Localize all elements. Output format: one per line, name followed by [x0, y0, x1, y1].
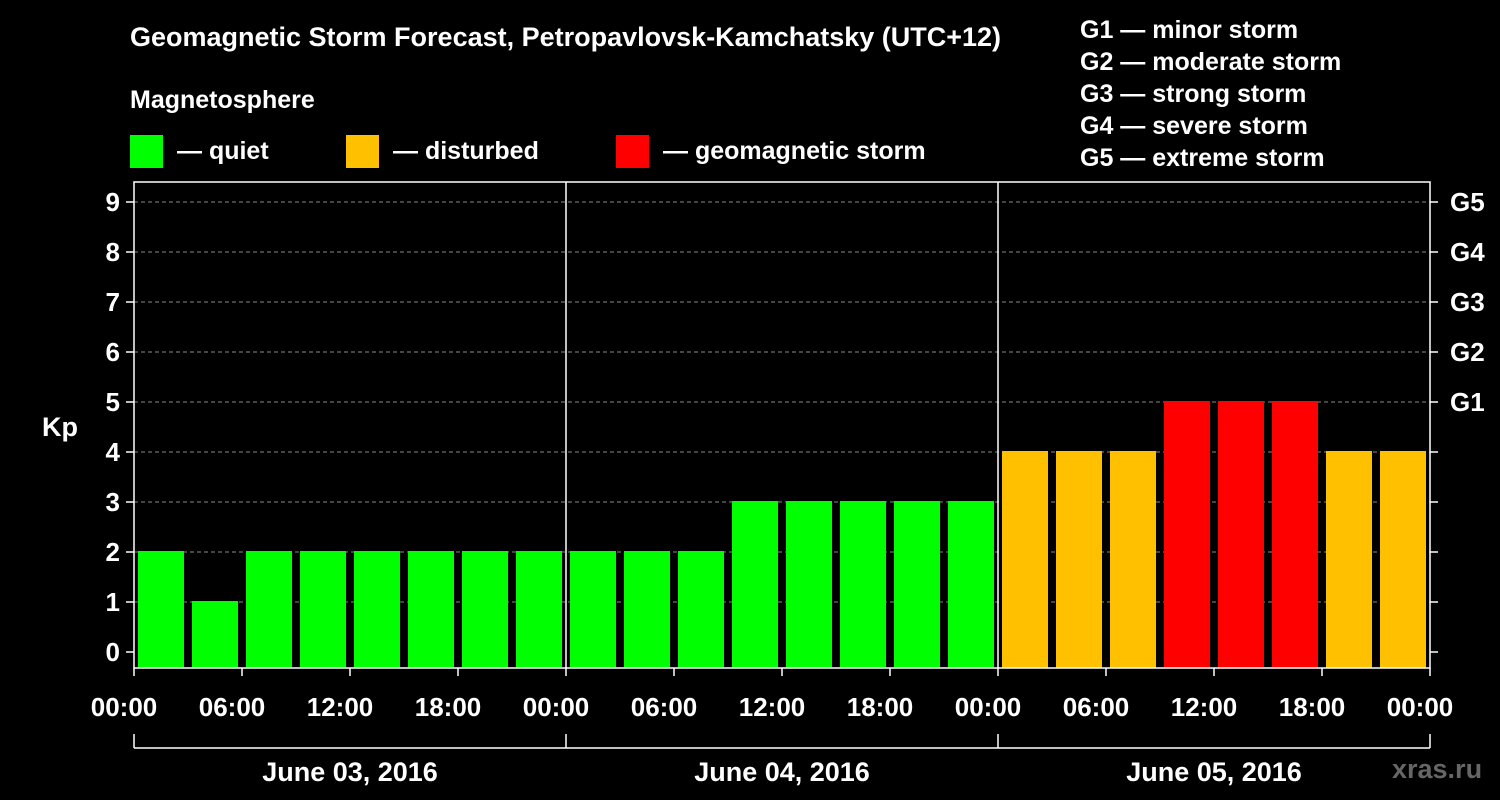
legend-disturbed: — disturbed: [346, 134, 539, 168]
kp-bar-17: [1056, 451, 1102, 668]
kp-bar-6: [462, 551, 508, 668]
x-tick-label-3: 18:00: [415, 692, 482, 722]
kp-bar-8: [570, 551, 616, 668]
y-tick-label-7: 7: [106, 287, 120, 317]
kp-bar-16: [1002, 451, 1048, 668]
storm-scale-g1: G1 — minor storm: [1080, 16, 1299, 44]
kp-bar-22: [1326, 451, 1372, 668]
kp-bar-11: [732, 501, 778, 668]
legend-swatch-quiet: [130, 134, 163, 168]
y-tick-label-2: 2: [106, 537, 120, 567]
bar-layer: [138, 401, 1426, 668]
grid-layer: [134, 201, 1430, 603]
legend-swatch-disturbed: [346, 134, 379, 168]
kp-bar-9: [624, 551, 670, 668]
x-tick-label-1: 06:00: [199, 692, 266, 722]
right-tick-label-g5: G5: [1450, 187, 1485, 217]
axis-layer: 0 1 2 3 4 5 6 7 8 9 G1 G2 G3 G4 G5 00:00 06:00 12:00 18:00…: [91, 181, 1485, 787]
kp-bar-3: [300, 551, 346, 668]
kp-bar-1: [192, 601, 238, 668]
storm-scale-g2: G2 — moderate storm: [1080, 48, 1342, 76]
kp-bar-4: [354, 551, 400, 668]
day-label-2: June 05, 2016: [1126, 757, 1302, 787]
y-tick-label-0: 0: [106, 637, 120, 667]
chart-title: Geomagnetic Storm Forecast, Petropavlovs…: [130, 22, 1002, 52]
x-tick-label-6: 12:00: [739, 692, 806, 722]
y-tick-label-1: 1: [106, 587, 120, 617]
x-tick-label-10: 12:00: [1171, 692, 1238, 722]
kp-bar-18: [1110, 451, 1156, 668]
x-tick-label-7: 18:00: [847, 692, 914, 722]
kp-bar-0: [138, 551, 184, 668]
y-tick-label-8: 8: [106, 237, 120, 267]
right-tick-label-g2: G2: [1450, 337, 1485, 367]
storm-scale-g4: G4 — severe storm: [1080, 112, 1308, 140]
right-tick-label-g1: G1: [1450, 387, 1485, 417]
legend-storm: — geomagnetic storm: [616, 134, 926, 168]
y-tick-label-5: 5: [106, 387, 120, 417]
day-label-1: June 04, 2016: [694, 757, 870, 787]
kp-bar-20: [1218, 401, 1264, 668]
day-label-0: June 03, 2016: [262, 757, 438, 787]
x-tick-label-5: 06:00: [631, 692, 698, 722]
x-tick-label-8: 00:00: [955, 692, 1022, 722]
kp-bar-7: [516, 551, 562, 668]
chart-subtitle: Magnetosphere: [130, 86, 315, 114]
legend-label-disturbed: — disturbed: [393, 136, 539, 165]
y-tick-label-9: 9: [106, 187, 120, 217]
storm-scale-g3: G3 — strong storm: [1080, 80, 1307, 108]
kp-bar-15: [948, 501, 994, 668]
watermark: xras.ru: [1392, 754, 1483, 784]
legend-quiet: — quiet: [130, 134, 269, 168]
storm-scale-g5: G5 — extreme storm: [1080, 144, 1325, 172]
kp-bar-19: [1164, 401, 1210, 668]
right-tick-label-g4: G4: [1450, 237, 1485, 267]
storm-scale-legend: G1 — minor storm G2 — moderate storm G3 …: [1080, 14, 1341, 174]
right-tick-label-g3: G3: [1450, 287, 1485, 317]
y-tick-label-3: 3: [106, 487, 120, 517]
x-tick-label-4: 00:00: [523, 692, 590, 722]
kp-bar-21: [1272, 401, 1318, 668]
x-tick-label-11: 18:00: [1279, 692, 1346, 722]
kp-bar-13: [840, 501, 886, 668]
kp-bar-14: [894, 501, 940, 668]
legend-label-quiet: — quiet: [177, 136, 269, 165]
x-tick-label-12: 00:00: [1387, 692, 1454, 722]
legend-label-storm: — geomagnetic storm: [663, 136, 926, 165]
kp-bar-10: [678, 551, 724, 668]
y-axis-label: Kp: [42, 412, 78, 442]
kp-bar-12: [786, 501, 832, 668]
y-tick-label-6: 6: [106, 337, 120, 367]
y-tick-label-4: 4: [106, 437, 121, 467]
x-tick-label-2: 12:00: [307, 692, 374, 722]
kp-bar-23: [1380, 451, 1426, 668]
kp-bar-5: [408, 551, 454, 668]
legend-swatch-storm: [616, 134, 649, 168]
x-tick-label-0: 00:00: [91, 692, 158, 722]
kp-bar-2: [246, 551, 292, 668]
x-tick-label-9: 06:00: [1063, 692, 1130, 722]
